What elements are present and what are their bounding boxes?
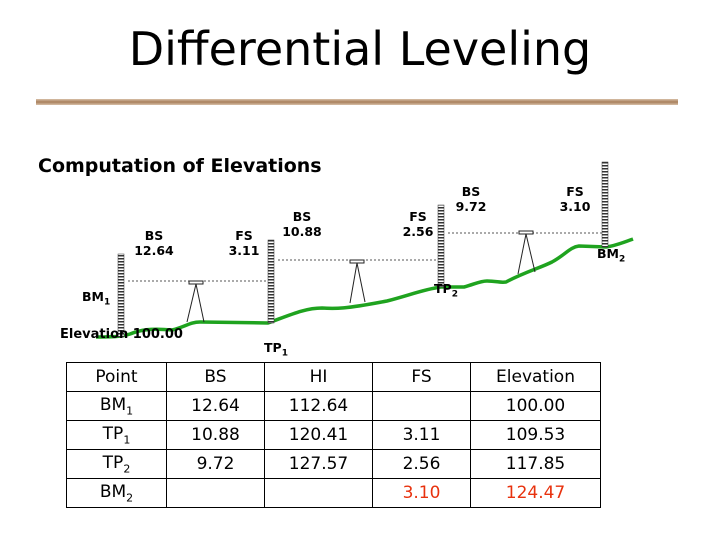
level-instrument-2	[349, 259, 366, 304]
cell-fs	[372, 391, 471, 421]
bs-label-3: BS 9.72	[455, 184, 487, 214]
cell-bs: 12.64	[166, 391, 265, 421]
header-fs: FS	[372, 362, 471, 392]
title-divider	[36, 99, 678, 105]
level-rod-bm1	[117, 253, 125, 338]
bs-label-1: BS 12.64	[134, 228, 174, 258]
fs-label-2: FS 2.56	[402, 209, 434, 239]
cell-hi: 120.41	[264, 420, 373, 450]
cell-fs: 2.56	[372, 449, 471, 479]
header-point: Point	[66, 362, 167, 392]
elevation-table: Point BS HI FS Elevation BM1 12.64 112.6…	[66, 362, 601, 508]
point-label-tp1: TP1	[264, 340, 288, 359]
bs-label-2: BS 10.88	[282, 209, 322, 239]
cell-elevation: 109.53	[470, 420, 601, 450]
level-instrument-1	[186, 280, 205, 323]
cell-elevation: 100.00	[470, 391, 601, 421]
elevation-label: Elevation 100.00	[60, 327, 183, 342]
fs-label-1: FS 3.11	[228, 228, 260, 258]
level-instrument-3	[517, 230, 536, 275]
cell-elevation: 124.47	[470, 478, 601, 508]
table-header-row: Point BS HI FS Elevation	[66, 362, 601, 392]
cell-point: BM1	[66, 391, 167, 421]
cell-bs: 10.88	[166, 420, 265, 450]
slide-title: Differential Leveling	[128, 22, 592, 76]
cell-hi: 112.64	[264, 391, 373, 421]
table-row: TP1 10.88 120.41 3.11 109.53	[66, 420, 601, 450]
cell-fs: 3.11	[372, 420, 471, 450]
table-row: BM1 12.64 112.64 100.00	[66, 391, 601, 421]
level-rod-bm2	[601, 161, 609, 248]
subtitle: Computation of Elevations	[38, 155, 322, 177]
fs-label-3: FS 3.10	[559, 184, 591, 214]
table-row: TP2 9.72 127.57 2.56 117.85	[66, 449, 601, 479]
cell-point: TP2	[66, 449, 167, 479]
point-label-bm1: BM1	[82, 289, 111, 308]
cell-point: TP1	[66, 420, 167, 450]
cell-hi: 127.57	[264, 449, 373, 479]
cell-elevation: 117.85	[470, 449, 601, 479]
table-row: BM2 3.10 124.47	[66, 478, 601, 508]
cell-hi	[264, 478, 373, 508]
header-bs: BS	[166, 362, 265, 392]
header-hi: HI	[264, 362, 373, 392]
cell-fs: 3.10	[372, 478, 471, 508]
level-rod-tp2	[437, 204, 445, 288]
header-elevation: Elevation	[470, 362, 601, 392]
cell-point: BM2	[66, 478, 167, 508]
point-label-bm2: BM2	[597, 246, 626, 265]
ground-line	[95, 237, 634, 339]
level-rod-tp1	[267, 239, 275, 324]
cell-bs	[166, 478, 265, 508]
cell-bs: 9.72	[166, 449, 265, 479]
point-label-tp2: TP2	[434, 281, 458, 300]
